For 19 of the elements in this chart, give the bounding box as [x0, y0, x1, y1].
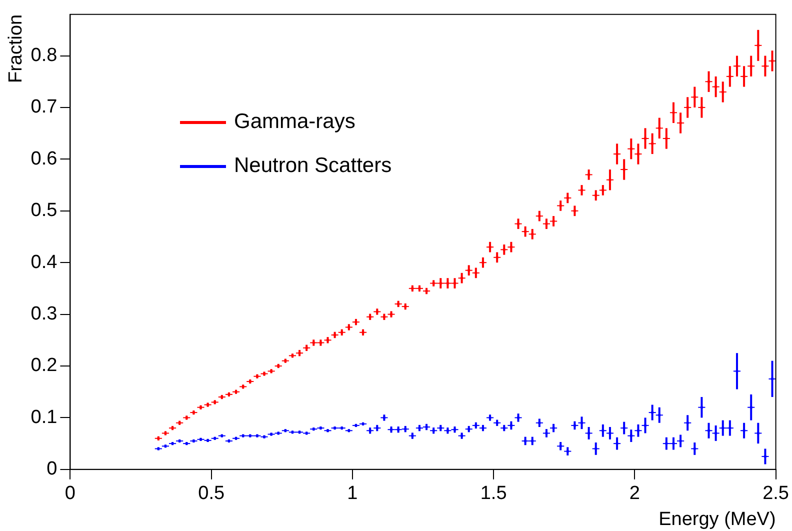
legend-label: Gamma-rays — [234, 110, 356, 134]
y-tick-label: 0.4 — [30, 252, 58, 273]
x-tick-label: 1 — [347, 483, 358, 504]
y-axis-title: Fraction — [6, 14, 27, 84]
y-tick-label: 0.5 — [30, 200, 58, 222]
y-tick-label: 0.6 — [30, 148, 58, 170]
x-tick-label: 0.5 — [198, 483, 225, 504]
y-tick-label: 0 — [46, 458, 58, 480]
y-tick-label: 0.3 — [30, 304, 58, 325]
x-tick-label: 0 — [64, 483, 76, 504]
y-tick-label: 0.1 — [30, 406, 58, 428]
y-tick-label: 0.8 — [30, 45, 58, 66]
x-tick-label: 1.5 — [480, 483, 507, 504]
y-tick-label: 0.7 — [30, 96, 58, 118]
y-tick-label: 0.2 — [30, 355, 58, 376]
x-tick-label: 2.5 — [762, 483, 790, 504]
legend-label: Neutron Scatters — [234, 154, 392, 178]
x-tick-label: 2 — [629, 483, 640, 504]
x-axis-title: Energy (MeV) — [658, 508, 776, 530]
